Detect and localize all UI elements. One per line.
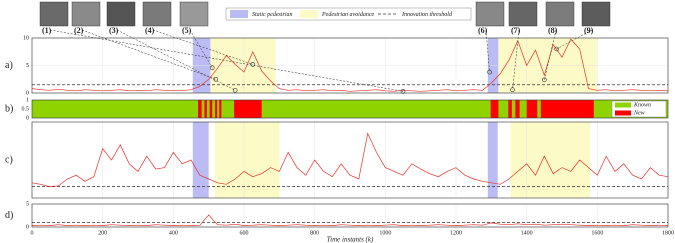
thumbnail [179, 1, 209, 27]
keyframe-point [510, 87, 515, 92]
highlight-region [215, 122, 280, 198]
state-band [219, 100, 222, 118]
y-tick-label: 5 [26, 63, 29, 69]
keyframe-point [542, 77, 547, 83]
y-tick-label: 0 [26, 224, 29, 230]
thumbnail [508, 1, 538, 27]
panel-label: d) [5, 210, 13, 221]
keyframe-point [554, 46, 560, 52]
signal-line [31, 132, 669, 187]
legend-swatch [615, 102, 631, 108]
keyframe-label: (5) [182, 26, 192, 35]
state-band [540, 100, 594, 118]
keyframe-link [512, 29, 520, 90]
x-tick-label: 800 [310, 230, 319, 236]
panel-label: a) [5, 60, 13, 71]
state-band [204, 100, 207, 118]
legend-label: Known [633, 102, 651, 108]
thumbnail [475, 1, 505, 27]
x-tick-label: 0 [31, 230, 34, 236]
state-band [526, 100, 538, 118]
state-band [234, 100, 262, 118]
highlight-region [487, 122, 498, 198]
keyframe-label: (9) [584, 26, 594, 35]
y-tick-label: 1 [26, 97, 29, 103]
keyframe-link [81, 29, 216, 80]
legend-swatch [615, 110, 631, 116]
keyframe-label: (3) [109, 26, 119, 35]
keyframe-point [250, 62, 256, 67]
thumbnail [545, 1, 575, 27]
keyframe-label: (6) [478, 26, 488, 35]
state-band [490, 100, 499, 118]
x-tick-label: 400 [169, 230, 178, 236]
keyframe-link [189, 29, 213, 68]
highlight-region [192, 122, 209, 198]
keyframe-label: (7) [511, 26, 521, 35]
state-band [508, 100, 512, 118]
keyframe-point [209, 65, 215, 70]
panel-label: b) [5, 103, 13, 114]
y-tick-label: 0.5 [22, 106, 30, 112]
x-tick-label: 1400 [521, 230, 533, 236]
axes-frame [31, 37, 669, 94]
keyframe-link [556, 29, 593, 50]
keyframe-label: (8) [548, 26, 558, 35]
legend-label: Static pedestrian [252, 12, 293, 18]
x-axis-label: Time instants (k) [327, 236, 374, 243]
legend-label: Pedestrian avoidance [321, 12, 374, 18]
highlight-region [510, 122, 591, 198]
legend-swatch [300, 10, 318, 18]
plot-area [32, 204, 668, 227]
y-tick-label: 0 [26, 90, 29, 96]
thumbnail [71, 1, 101, 27]
x-tick-label: 1200 [450, 230, 462, 236]
y-tick-label: 0 [26, 115, 29, 121]
keyframe-point [400, 89, 406, 94]
state-band [215, 100, 218, 118]
state-band [515, 100, 520, 118]
keyframe-link [544, 29, 557, 80]
signal-line [31, 38, 669, 92]
x-tick-label: 1800 [662, 230, 674, 236]
x-tick-label: 600 [240, 230, 249, 236]
keyframe-point [232, 87, 238, 93]
signal-line [31, 214, 669, 226]
y-tick-label: 5 [26, 201, 29, 207]
keyframe-point [487, 69, 492, 75]
keyframe-label: (1) [42, 26, 52, 35]
state-band [198, 100, 202, 118]
legend-swatch [230, 10, 248, 18]
thumbnail [39, 1, 69, 27]
keyframe-link [116, 29, 236, 91]
legend-box [225, 7, 472, 21]
x-tick-label: 200 [98, 230, 107, 236]
axes-frame [31, 203, 669, 228]
keyframe-link [485, 29, 490, 73]
thumbnail [142, 1, 172, 27]
y-tick-label: 10 [23, 35, 29, 41]
legend-label: Innovation threshold [401, 12, 453, 18]
legend-label: New [633, 110, 645, 116]
keyframe-link [152, 29, 253, 65]
thumbnail [581, 1, 611, 27]
thumbnail [106, 1, 136, 27]
state-band [209, 100, 213, 118]
panel-label: c) [5, 154, 13, 165]
keyframe-link [49, 29, 404, 92]
keyframe-label: (4) [145, 26, 155, 35]
axes-frame [31, 121, 669, 199]
keyframe-label: (2) [74, 26, 84, 35]
axes-frame [31, 99, 669, 119]
x-tick-label: 1600 [591, 230, 603, 236]
x-tick-label: 1000 [379, 230, 391, 236]
